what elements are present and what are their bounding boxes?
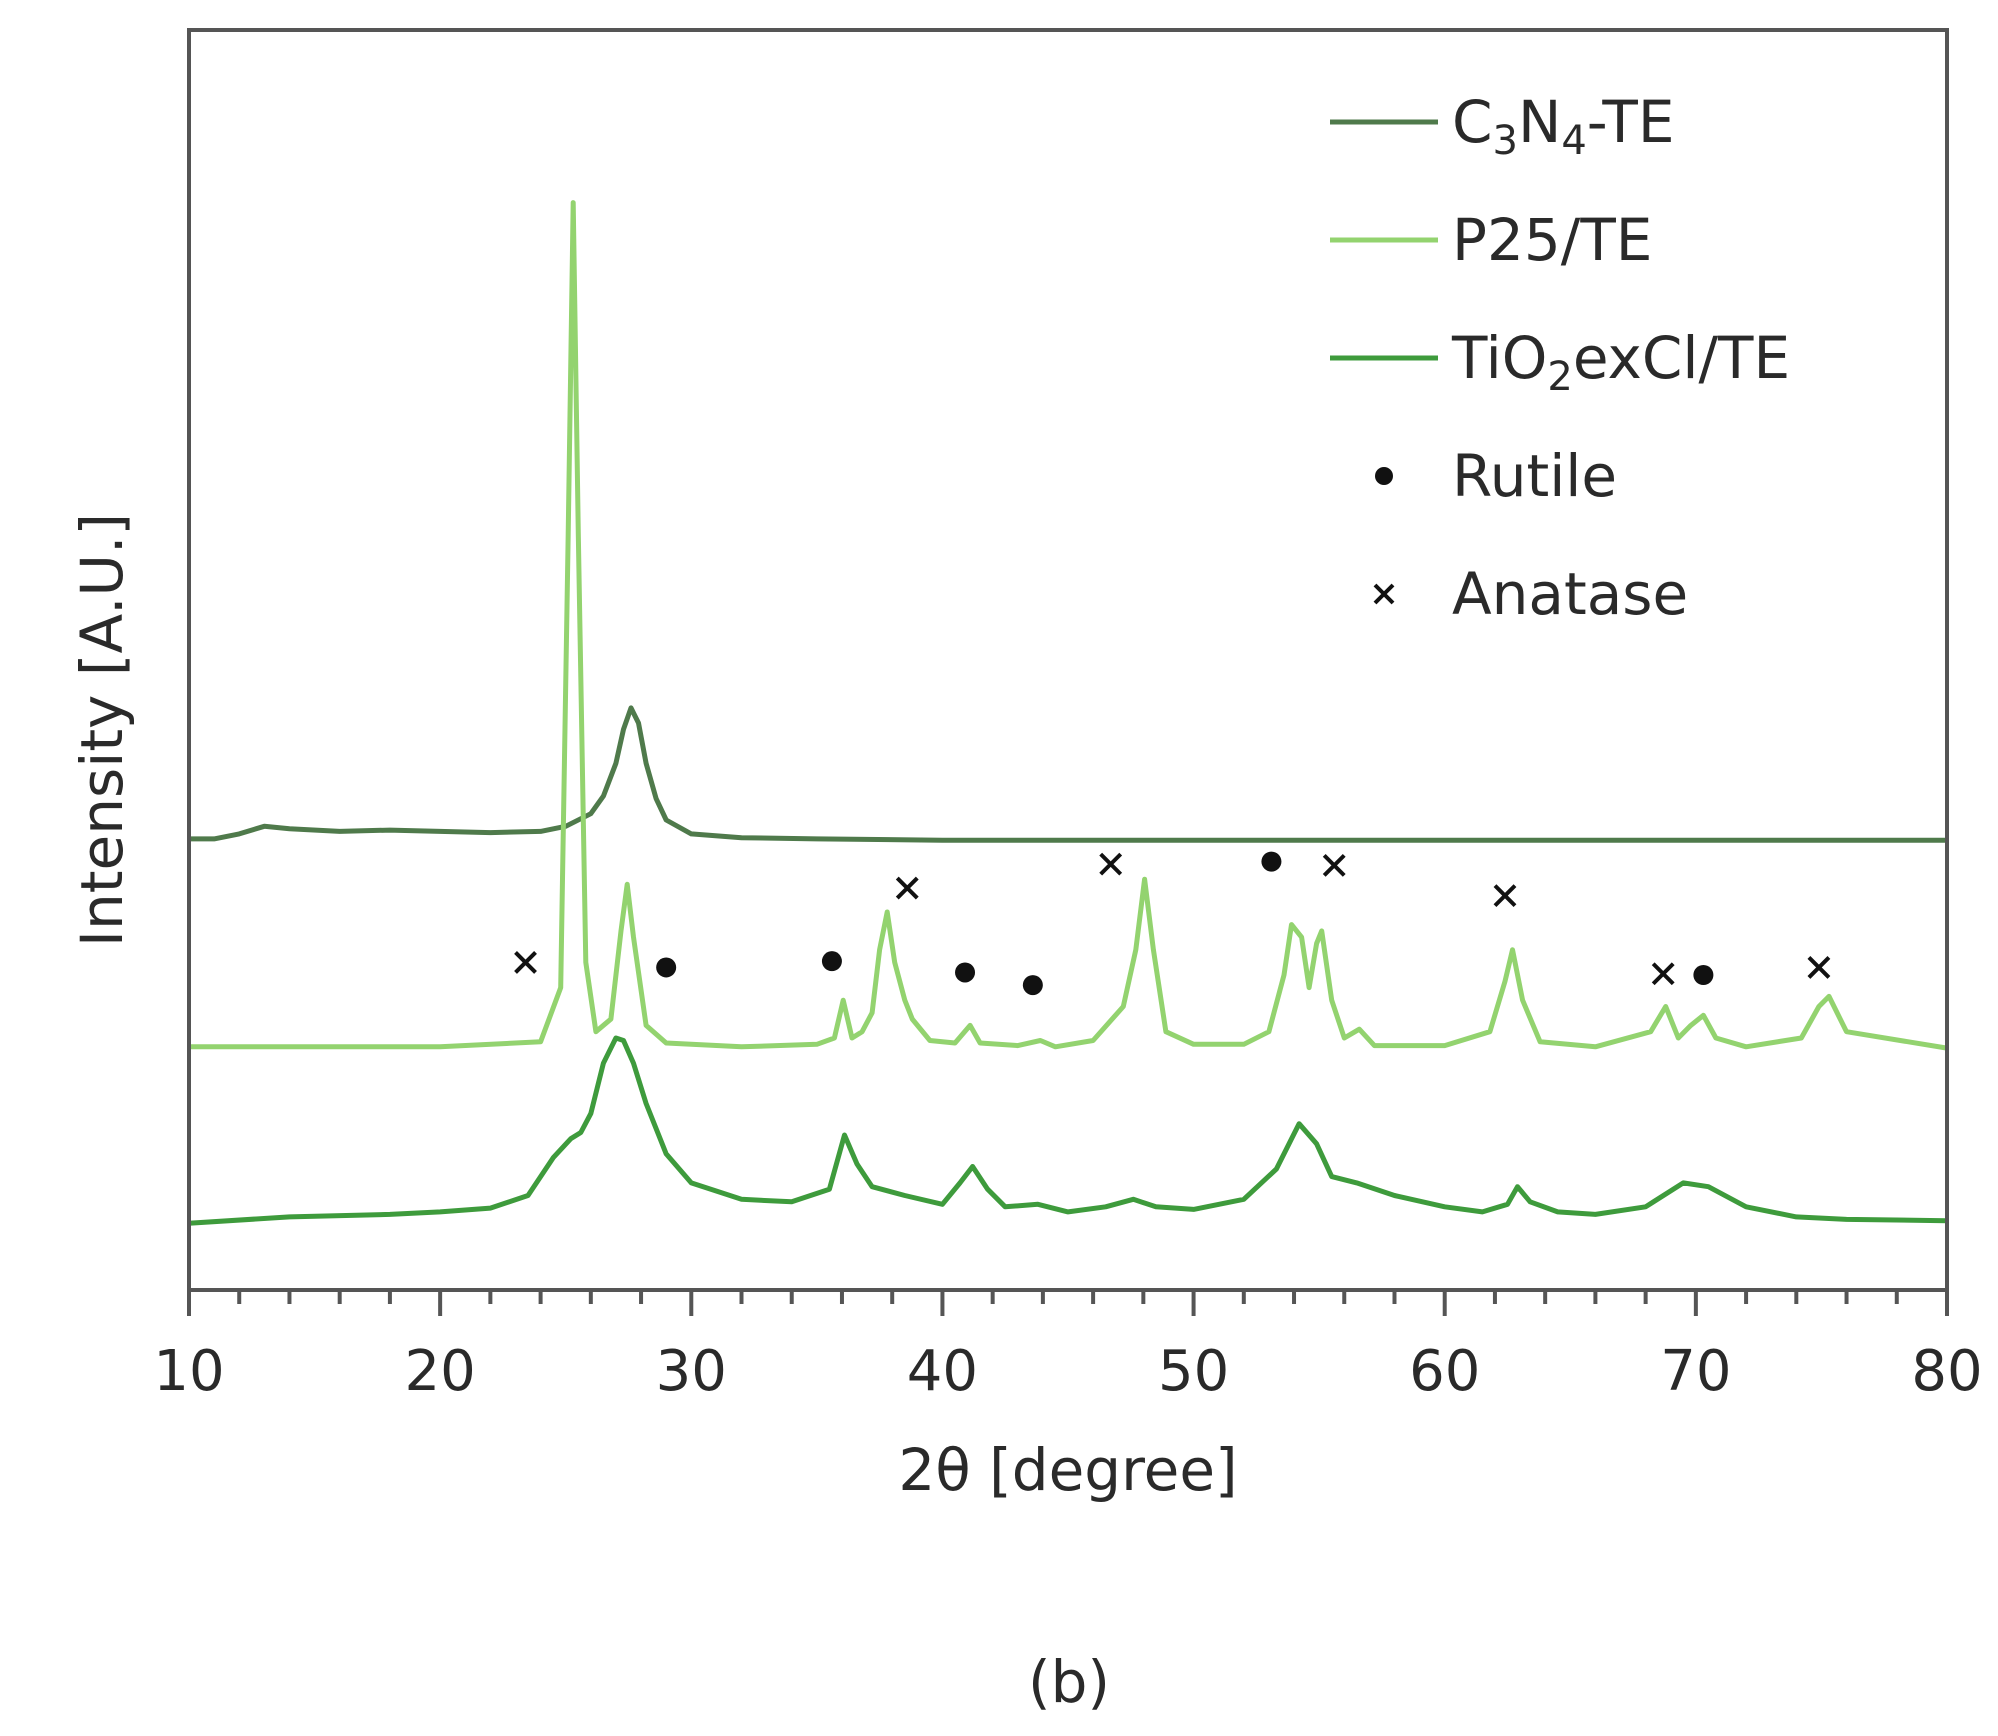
x-axis-title: 2θ [degree] [898, 1436, 1237, 1504]
anatase-marker-3 [1322, 853, 1346, 877]
anatase-marker-2 [1099, 852, 1123, 876]
legend-swatch-anatase [1373, 583, 1395, 605]
anatase-marker-6 [1807, 956, 1831, 979]
x-tick-label-10: 10 [153, 1339, 224, 1404]
legend-swatch-rutile [1375, 467, 1393, 485]
legend-label-3: Rutile [1452, 442, 1617, 510]
marker-layer [514, 851, 1831, 996]
series-layer [188, 200, 1948, 1226]
panel-label: (b) [1028, 1648, 1110, 1716]
x-tick-label-40: 40 [907, 1339, 978, 1404]
rutile-marker-3 [1022, 975, 1043, 996]
x-axis: 10 20 30 40 50 60 70 80 [153, 1290, 1983, 1404]
anatase-marker-4 [1493, 884, 1517, 908]
legend-label-2: TiO2exCl/TE [1451, 324, 1790, 400]
series-line-2 [188, 1035, 1948, 1226]
rutile-marker-0 [656, 957, 677, 978]
legend-label-0: C3N4-TE [1452, 88, 1674, 164]
x-tick-label-80: 80 [1911, 1339, 1982, 1404]
x-tick-label-30: 30 [656, 1339, 727, 1404]
rutile-marker-4 [1261, 851, 1282, 872]
x-tick-label-20: 20 [405, 1339, 476, 1404]
legend: C3N4-TE P25/TE TiO2exCl/TE Rutile Anatase [1330, 88, 1790, 628]
series-line-0 [189, 705, 1947, 843]
legend-label-1: P25/TE [1452, 206, 1652, 274]
x-tick-label-70: 70 [1660, 1339, 1731, 1404]
rutile-marker-5 [1693, 965, 1714, 985]
series-line-1 [189, 200, 1948, 1051]
x-tick-label-60: 60 [1409, 1339, 1480, 1404]
x-tick-label-50: 50 [1158, 1339, 1229, 1404]
anatase-marker-1 [895, 876, 919, 900]
rutile-marker-2 [955, 962, 976, 983]
legend-label-4: Anatase [1452, 560, 1688, 628]
y-axis-title: Intensity [A.U.] [68, 513, 136, 947]
anatase-marker-0 [514, 950, 537, 974]
anatase-marker-5 [1651, 962, 1675, 986]
plot-frame [187, 28, 1949, 1292]
rutile-marker-1 [821, 951, 842, 972]
